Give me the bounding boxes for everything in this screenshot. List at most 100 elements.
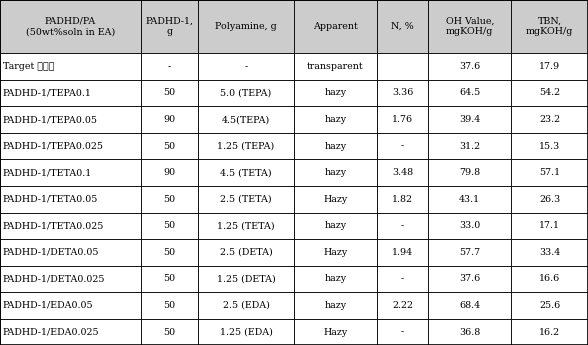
Bar bbox=[377, 292, 428, 319]
Bar bbox=[294, 239, 377, 266]
Bar bbox=[428, 133, 512, 159]
Text: 17.1: 17.1 bbox=[539, 221, 560, 230]
Bar bbox=[428, 266, 512, 292]
Text: Hazy: Hazy bbox=[323, 327, 348, 337]
Bar bbox=[377, 159, 428, 186]
Bar bbox=[512, 266, 588, 292]
Bar bbox=[0, 133, 141, 159]
Text: 1.25 (TETA): 1.25 (TETA) bbox=[217, 221, 275, 230]
Text: 1.25 (EDA): 1.25 (EDA) bbox=[220, 327, 272, 337]
Text: PADHD/PA
(50wt%soln in EA): PADHD/PA (50wt%soln in EA) bbox=[26, 17, 115, 36]
Bar bbox=[294, 319, 377, 345]
Bar bbox=[141, 292, 198, 319]
Bar bbox=[141, 0, 198, 53]
Text: 54.2: 54.2 bbox=[539, 88, 560, 98]
Text: -: - bbox=[401, 141, 405, 151]
Text: -: - bbox=[245, 62, 248, 71]
Text: hazy: hazy bbox=[325, 168, 346, 177]
Text: hazy: hazy bbox=[325, 301, 346, 310]
Text: 16.2: 16.2 bbox=[539, 327, 560, 337]
Text: 37.6: 37.6 bbox=[459, 62, 480, 71]
Bar bbox=[141, 80, 198, 106]
Bar bbox=[512, 53, 588, 80]
Text: PADHD-1/EDA0.025: PADHD-1/EDA0.025 bbox=[3, 327, 99, 337]
Text: Hazy: Hazy bbox=[323, 248, 348, 257]
Text: PADHD-1,
g: PADHD-1, g bbox=[145, 17, 193, 36]
Text: 50: 50 bbox=[163, 141, 175, 151]
Bar bbox=[377, 80, 428, 106]
Bar bbox=[198, 319, 294, 345]
Bar bbox=[0, 239, 141, 266]
Bar bbox=[141, 159, 198, 186]
Bar bbox=[0, 80, 141, 106]
Text: -: - bbox=[401, 221, 405, 230]
Bar bbox=[294, 292, 377, 319]
Bar bbox=[198, 213, 294, 239]
Bar bbox=[428, 292, 512, 319]
Bar bbox=[377, 319, 428, 345]
Bar bbox=[294, 266, 377, 292]
Text: 1.25 (DETA): 1.25 (DETA) bbox=[217, 274, 275, 284]
Text: hazy: hazy bbox=[325, 274, 346, 284]
Bar bbox=[0, 159, 141, 186]
Text: Apparent: Apparent bbox=[313, 22, 358, 31]
Bar bbox=[141, 213, 198, 239]
Text: PADHD-1/DETA0.05: PADHD-1/DETA0.05 bbox=[3, 248, 99, 257]
Text: PADHD-1/TETA0.025: PADHD-1/TETA0.025 bbox=[3, 221, 104, 230]
Text: 3.48: 3.48 bbox=[392, 168, 413, 177]
Text: Hazy: Hazy bbox=[323, 195, 348, 204]
Bar bbox=[377, 213, 428, 239]
Text: 25.6: 25.6 bbox=[539, 301, 560, 310]
Bar bbox=[512, 80, 588, 106]
Bar bbox=[294, 0, 377, 53]
Bar bbox=[141, 106, 198, 133]
Text: 90: 90 bbox=[163, 168, 175, 177]
Bar bbox=[294, 106, 377, 133]
Text: PADHD-1/TEPA0.025: PADHD-1/TEPA0.025 bbox=[3, 141, 104, 151]
Bar bbox=[428, 106, 512, 133]
Bar bbox=[0, 213, 141, 239]
Text: 50: 50 bbox=[163, 221, 175, 230]
Bar bbox=[377, 239, 428, 266]
Bar bbox=[377, 133, 428, 159]
Bar bbox=[512, 106, 588, 133]
Text: 43.1: 43.1 bbox=[459, 195, 480, 204]
Text: 50: 50 bbox=[163, 248, 175, 257]
Text: -: - bbox=[168, 62, 171, 71]
Text: 2.5 (EDA): 2.5 (EDA) bbox=[223, 301, 269, 310]
Bar bbox=[0, 319, 141, 345]
Bar bbox=[294, 159, 377, 186]
Bar bbox=[198, 133, 294, 159]
Text: 23.2: 23.2 bbox=[539, 115, 560, 124]
Text: 1.76: 1.76 bbox=[392, 115, 413, 124]
Bar bbox=[141, 266, 198, 292]
Bar bbox=[198, 106, 294, 133]
Text: hazy: hazy bbox=[325, 88, 346, 98]
Text: PADHD-1/TEPA0.1: PADHD-1/TEPA0.1 bbox=[3, 88, 92, 98]
Bar bbox=[428, 213, 512, 239]
Bar bbox=[428, 319, 512, 345]
Text: transparent: transparent bbox=[308, 62, 364, 71]
Bar bbox=[0, 266, 141, 292]
Bar bbox=[141, 239, 198, 266]
Bar bbox=[198, 186, 294, 213]
Bar bbox=[294, 53, 377, 80]
Text: PADHD-1/TEPA0.05: PADHD-1/TEPA0.05 bbox=[3, 115, 98, 124]
Text: 2.5 (DETA): 2.5 (DETA) bbox=[220, 248, 272, 257]
Text: 5.0 (TEPA): 5.0 (TEPA) bbox=[220, 88, 272, 98]
Bar bbox=[0, 186, 141, 213]
Bar bbox=[512, 0, 588, 53]
Text: PADHD-1/TETA0.1: PADHD-1/TETA0.1 bbox=[3, 168, 92, 177]
Bar bbox=[428, 80, 512, 106]
Text: PADHD-1/TETA0.05: PADHD-1/TETA0.05 bbox=[3, 195, 98, 204]
Bar bbox=[198, 53, 294, 80]
Text: 39.4: 39.4 bbox=[459, 115, 480, 124]
Text: 79.8: 79.8 bbox=[459, 168, 480, 177]
Text: 37.6: 37.6 bbox=[459, 274, 480, 284]
Bar bbox=[428, 186, 512, 213]
Bar bbox=[294, 80, 377, 106]
Bar bbox=[198, 292, 294, 319]
Bar bbox=[428, 53, 512, 80]
Bar bbox=[428, 239, 512, 266]
Text: 50: 50 bbox=[163, 301, 175, 310]
